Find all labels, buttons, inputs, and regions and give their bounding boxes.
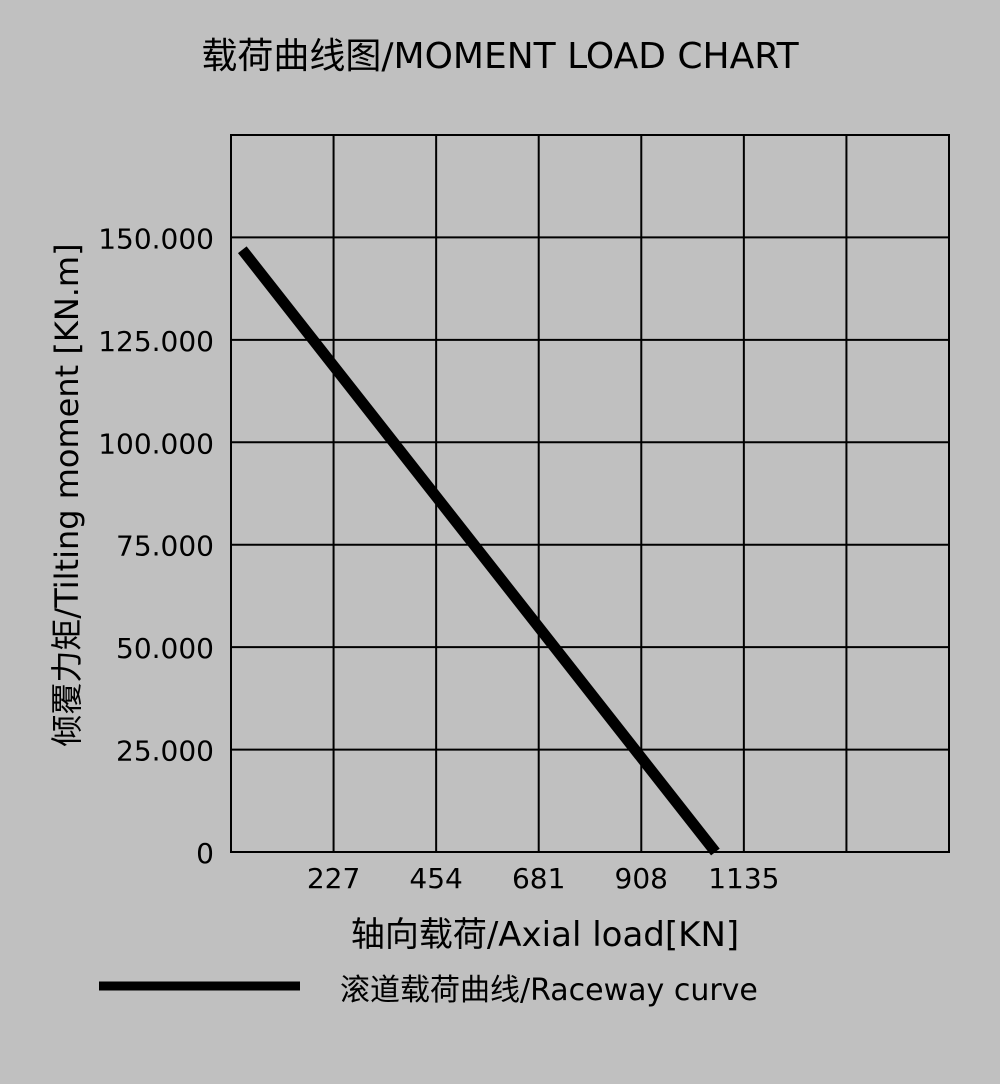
x-axis-label: 轴向载荷/Axial load[KN] xyxy=(351,915,739,955)
y-tick-label: 50.000 xyxy=(116,632,214,665)
y-axis-label: 倾覆力矩/Tilting moment [KN.m] xyxy=(48,243,86,746)
x-tick-label: 908 xyxy=(615,862,668,895)
y-tick-label: 75.000 xyxy=(116,530,214,563)
grid xyxy=(230,134,950,853)
chart-title: 载荷曲线图/MOMENT LOAD CHART xyxy=(201,36,799,77)
y-tick-labels: 0 25.000 50.000 75.000 100.000 125.000 150.000 xyxy=(98,222,214,870)
y-tick-label: 125.000 xyxy=(98,325,214,358)
y-tick-label: 100.000 xyxy=(98,427,214,460)
x-tick-labels: 227 454 681 908 1135 xyxy=(307,862,780,895)
raceway-curve-line xyxy=(237,246,720,856)
x-tick-label: 681 xyxy=(512,862,565,895)
y-tick-label: 25.000 xyxy=(116,735,214,768)
series-group xyxy=(237,246,720,856)
x-tick-label: 454 xyxy=(409,862,462,895)
plot-frame xyxy=(230,134,950,853)
x-tick-label: 1135 xyxy=(708,862,779,895)
y-tick-label: 0 xyxy=(196,837,214,870)
y-tick-label: 150.000 xyxy=(98,222,214,255)
legend-label: 滚道载荷曲线/Raceway curve xyxy=(340,973,758,1008)
x-tick-label: 227 xyxy=(307,862,360,895)
